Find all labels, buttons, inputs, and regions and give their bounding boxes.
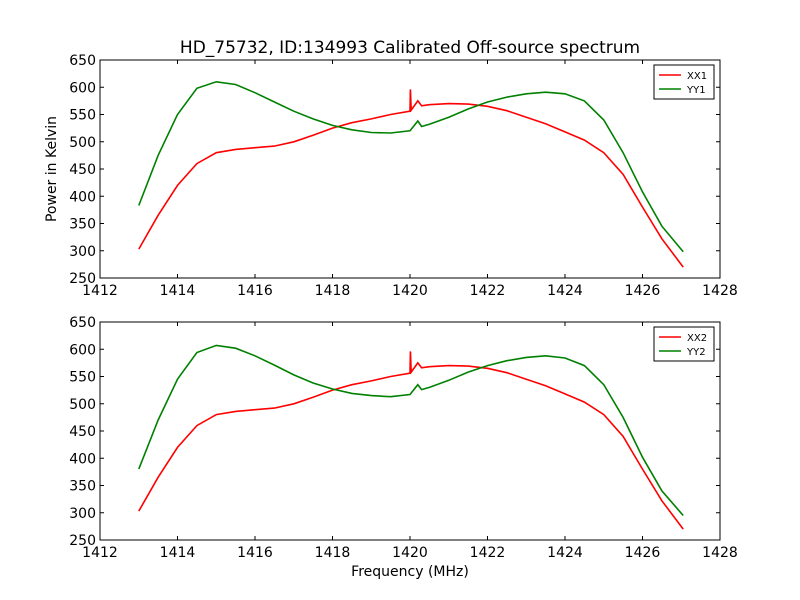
series-line-YY2 xyxy=(138,344,684,517)
y-tick-label: 250 xyxy=(69,533,96,549)
legend-box xyxy=(653,64,715,100)
y-tick-label: 350 xyxy=(69,479,96,495)
legend-label-YY2: YY2 xyxy=(686,347,706,358)
x-tick-label: 1412 xyxy=(82,283,118,299)
legend-label-XX2: XX2 xyxy=(687,333,707,344)
y-tick-label: 650 xyxy=(69,53,96,69)
y-tick-label: 450 xyxy=(69,424,96,440)
y-tick-label: 550 xyxy=(69,370,96,386)
x-tick-label: 1418 xyxy=(315,283,351,299)
x-tick-label: 1426 xyxy=(625,545,661,561)
x-tick-label: 1428 xyxy=(702,283,738,299)
x-axis-label: Frequency (MHz) xyxy=(351,564,469,580)
figure-title: HD_75732, ID:134993 Calibrated Off-sourc… xyxy=(180,38,640,58)
y-tick-label: 600 xyxy=(69,342,96,358)
x-tick-label: 1420 xyxy=(392,545,428,561)
x-tick-label: 1422 xyxy=(470,545,506,561)
x-tick-label: 1412 xyxy=(82,545,118,561)
bottom-panel: 1412 1414 1416 1418 1420 1422 1424 1426 1428 250 3… xyxy=(69,315,738,580)
x-tick-label: 1424 xyxy=(547,545,583,561)
y-axis-label: Power in Kelvin xyxy=(44,116,60,222)
y-tick-label: 400 xyxy=(69,451,96,467)
x-tick-label: 1416 xyxy=(237,283,273,299)
y-tick-label: 600 xyxy=(69,80,96,96)
series-line-XX1 xyxy=(138,89,684,268)
y-tick-label: 300 xyxy=(69,506,96,522)
x-tick-label: 1422 xyxy=(470,283,506,299)
x-tick-label: 1428 xyxy=(702,545,738,561)
legend-box xyxy=(653,326,715,362)
y-tick-label: 350 xyxy=(69,217,96,233)
x-tick-label: 1426 xyxy=(625,283,661,299)
y-tick-label: 250 xyxy=(69,271,96,287)
x-tick-label: 1416 xyxy=(237,545,273,561)
y-tick-label: 650 xyxy=(69,315,96,331)
series-line-YY1 xyxy=(138,80,684,253)
x-tick-label: 1414 xyxy=(160,545,196,561)
y-tick-label: 550 xyxy=(69,108,96,124)
x-tick-label: 1420 xyxy=(392,283,428,299)
x-tick-label: 1424 xyxy=(547,283,583,299)
y-tick-label: 500 xyxy=(69,397,96,413)
y-tick-label: 300 xyxy=(69,244,96,260)
y-tick-label: 500 xyxy=(69,135,96,151)
y-tick-label: 450 xyxy=(69,162,96,178)
top-panel: 1412 1414 1416 1418 1420 1422 1424 1426 1428 250 3… xyxy=(44,53,738,299)
series-line-XX2 xyxy=(138,351,684,530)
x-tick-label: 1418 xyxy=(315,545,351,561)
y-tick-label: 400 xyxy=(69,189,96,205)
x-tick-label: 1414 xyxy=(160,283,196,299)
legend-label-XX1: XX1 xyxy=(687,71,707,82)
legend-label-YY1: YY1 xyxy=(686,85,706,96)
